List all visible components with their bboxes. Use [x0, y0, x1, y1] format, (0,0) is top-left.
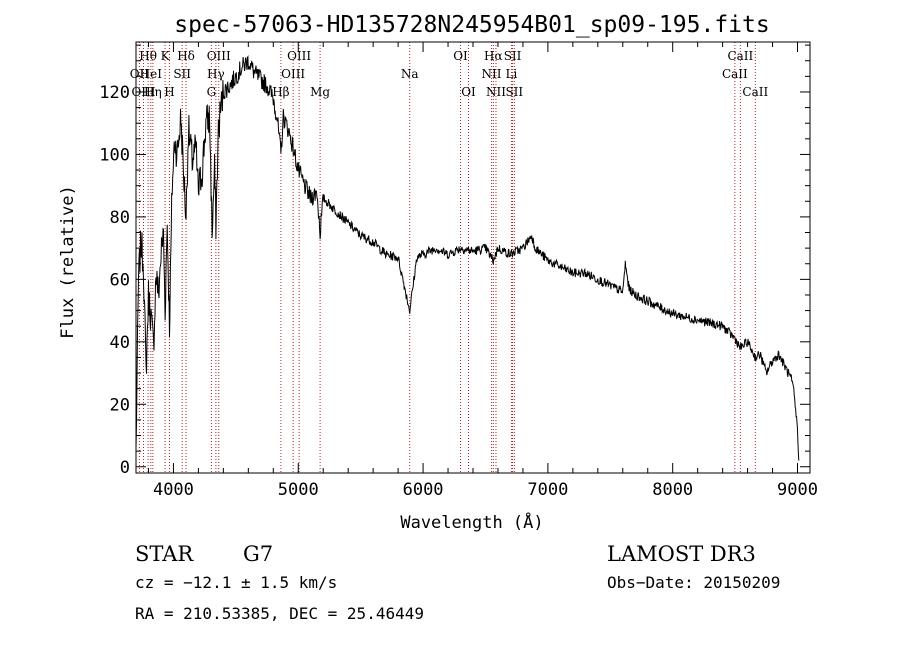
spectrum-series-line: [135, 55, 800, 461]
spectral-line-label: CaII: [742, 85, 768, 99]
object-type: STAR: [135, 542, 194, 566]
spectral-line-label: SII: [504, 49, 522, 63]
coordinates: RA = 210.53385, DEC = 25.46449: [135, 604, 424, 623]
spectral-line-label: OII: [130, 67, 150, 81]
spectral-line-label: SII: [173, 67, 191, 81]
plot-frame: [135, 41, 811, 474]
chart-title: spec-57063-HD135728N245954B01_sp09-195.f…: [174, 12, 769, 38]
observation-date: Obs−Date: 20150209: [607, 573, 780, 592]
spectral-line-label: CaII: [722, 67, 748, 81]
y-axis-label: Flux (relative): [58, 185, 78, 339]
spectral-line-label: Na: [401, 67, 419, 81]
spectral-line-label: H: [164, 85, 174, 99]
spectral-line-label: Hδ: [177, 49, 195, 63]
x-tick-label: 5000: [278, 480, 319, 500]
spectral-line-label: OI: [453, 49, 468, 63]
x-tick-label: 4000: [153, 480, 194, 500]
spectral-line-label: OIII: [207, 49, 231, 63]
spectral-line-label: OIII: [281, 67, 305, 81]
object-subclass: G7: [243, 542, 273, 566]
spectral-line-label: NII: [486, 85, 506, 99]
x-axis-ticks: 4000 5000 6000 7000 8000 9000: [147, 42, 818, 500]
spectral-line-label: OI: [461, 85, 476, 99]
y-axis-ticks: 0 20 40 60 80 100 120: [99, 44, 810, 478]
spectral-line-label: OIII: [287, 49, 311, 63]
x-tick-label: 7000: [527, 480, 568, 500]
spectral-line-label: CaII: [727, 49, 753, 63]
spectral-line-label: Hθ: [139, 49, 157, 63]
spectral-line-label: HeI: [140, 67, 163, 81]
spectral-line-label: G: [207, 85, 217, 99]
y-tick-label: 20: [110, 395, 130, 415]
x-tick-label: 8000: [652, 480, 693, 500]
spectral-line-label: K: [161, 49, 171, 63]
spectral-line-label: Mg: [310, 85, 330, 99]
survey-name: LAMOST DR3: [607, 542, 756, 566]
y-tick-label: 60: [110, 270, 130, 290]
spectral-line-label: SII: [505, 85, 523, 99]
spectral-line-label: Hβ: [272, 85, 289, 99]
y-tick-label: 40: [110, 333, 130, 353]
y-tick-label: 0: [120, 458, 130, 478]
y-tick-label: 80: [110, 208, 130, 228]
x-tick-label: 6000: [403, 480, 444, 500]
y-tick-label: 120: [99, 83, 130, 103]
spectral-line-label: Hα: [484, 49, 503, 63]
spectral-line-label: Hη: [144, 85, 162, 99]
redshift-cz: cz = −12.1 ± 1.5 km/s: [135, 573, 337, 592]
x-tick-label: 9000: [777, 480, 818, 500]
y-tick-label: 100: [99, 145, 130, 165]
spectral-line-label: Hγ: [207, 67, 225, 81]
x-axis-label: Wavelength (Å): [400, 511, 543, 533]
spectral-line-label: Li: [506, 67, 518, 81]
spectral-line-label: NII: [481, 67, 501, 81]
